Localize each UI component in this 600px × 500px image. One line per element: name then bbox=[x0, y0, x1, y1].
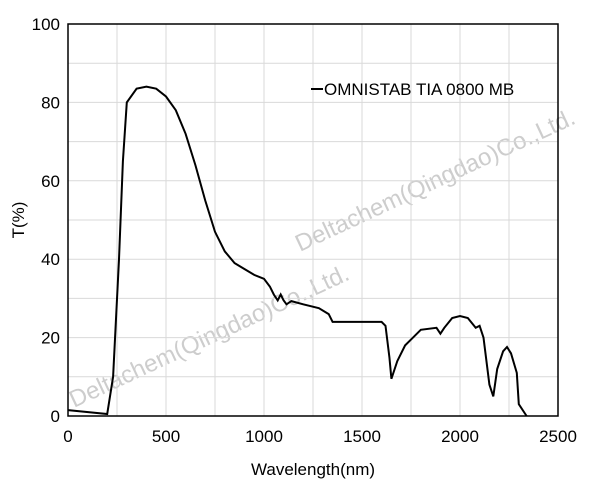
plot-frame bbox=[67, 23, 559, 417]
x-tick-label: 2500 bbox=[539, 427, 577, 446]
legend-label: OMNISTAB TIA 0800 MB bbox=[324, 80, 514, 99]
y-tick-label: 0 bbox=[51, 407, 60, 426]
x-tick-label: 500 bbox=[152, 427, 180, 446]
x-tick-label: 0 bbox=[63, 427, 72, 446]
x-tick-label: 1000 bbox=[245, 427, 283, 446]
series-line bbox=[67, 85, 528, 417]
watermark-text: Deltachem(Qingdao)Co.,Ltd. bbox=[65, 260, 353, 414]
x-axis-label: Wavelength(nm) bbox=[251, 460, 375, 479]
y-tick-label: 100 bbox=[32, 15, 60, 34]
tick-labels: 0 500 1000 1500 2000 2500 0 20 40 60 80 100 bbox=[32, 15, 577, 446]
y-tick-label: 20 bbox=[41, 329, 60, 348]
y-tick-label: 60 bbox=[41, 172, 60, 191]
gridlines bbox=[68, 24, 558, 416]
x-tick-label: 1500 bbox=[343, 427, 381, 446]
x-tick-label: 2000 bbox=[441, 427, 479, 446]
y-tick-label: 40 bbox=[41, 250, 60, 269]
y-axis-label: T(%) bbox=[9, 202, 28, 239]
legend: OMNISTAB TIA 0800 MB bbox=[311, 80, 514, 99]
y-tick-label: 80 bbox=[41, 93, 60, 112]
watermarks: Deltachem(Qingdao)Co.,Ltd.Deltachem(Qing… bbox=[65, 104, 579, 414]
